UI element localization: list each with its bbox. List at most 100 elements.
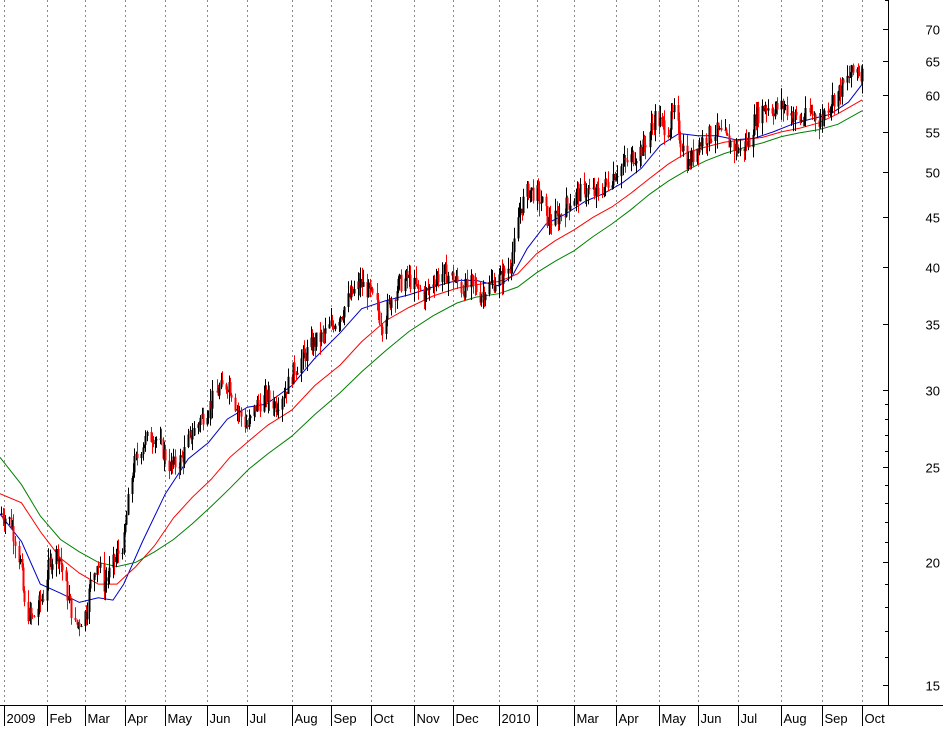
price-bar-body bbox=[51, 564, 54, 570]
price-bar-body bbox=[761, 105, 764, 124]
price-bar-body bbox=[640, 146, 643, 156]
price-bar-body bbox=[132, 472, 135, 479]
vertical-gridlines bbox=[4, 0, 863, 705]
price-bar-body bbox=[31, 615, 34, 617]
price-bar bbox=[601, 183, 604, 199]
price-bar-body bbox=[745, 141, 748, 146]
price-bar-body bbox=[42, 599, 45, 601]
x-tick-label: Jul bbox=[250, 711, 267, 726]
price-bar-body bbox=[342, 317, 345, 319]
price-bar bbox=[488, 275, 491, 297]
price-bar-body bbox=[207, 414, 210, 419]
price-bar-body bbox=[493, 280, 496, 292]
price-bar-body bbox=[33, 616, 36, 618]
price-bar-body bbox=[229, 382, 232, 395]
price-bar bbox=[339, 315, 342, 331]
price-bar bbox=[240, 407, 243, 427]
price-bar-body bbox=[456, 276, 459, 282]
price-bar bbox=[850, 64, 853, 88]
price-bar-body bbox=[579, 183, 582, 202]
price-bar bbox=[273, 397, 276, 417]
price-bar bbox=[549, 205, 552, 234]
price-bar-body bbox=[842, 79, 845, 83]
price-bar bbox=[275, 395, 278, 417]
price-bar-body bbox=[121, 552, 124, 554]
price-bar-body bbox=[8, 517, 11, 519]
price-bar bbox=[133, 448, 136, 478]
price-bar bbox=[643, 134, 646, 153]
price-bar-body bbox=[18, 546, 21, 563]
price-bar bbox=[296, 366, 299, 375]
price-bar-body bbox=[503, 268, 506, 274]
price-bar bbox=[353, 280, 356, 297]
price-bar-body bbox=[673, 105, 676, 113]
price-bar bbox=[127, 487, 130, 516]
price-bar bbox=[229, 377, 232, 396]
price-bar bbox=[573, 198, 576, 206]
x-tick-label: Dec bbox=[456, 711, 480, 726]
price-bar-body bbox=[538, 188, 541, 204]
price-bar bbox=[690, 147, 693, 170]
price-bar-body bbox=[277, 409, 280, 411]
price-bar bbox=[786, 96, 789, 121]
y-tick-label: 65 bbox=[926, 55, 940, 70]
price-bar bbox=[66, 572, 69, 610]
price-bar bbox=[287, 368, 290, 394]
price-bar-body bbox=[21, 559, 24, 568]
price-bar bbox=[31, 613, 34, 619]
price-bar bbox=[626, 148, 629, 167]
price-bar bbox=[369, 278, 372, 298]
price-bar-body bbox=[612, 173, 615, 186]
price-bar-body bbox=[397, 278, 400, 292]
price-bar-body bbox=[632, 151, 635, 164]
price-bar-body bbox=[80, 626, 83, 628]
price-bar bbox=[795, 106, 798, 120]
price-bar-body bbox=[679, 140, 682, 148]
price-bar-body bbox=[152, 442, 155, 444]
price-bar-body bbox=[804, 108, 807, 121]
price-bar bbox=[588, 178, 591, 190]
price-bar bbox=[265, 385, 268, 408]
price-bar bbox=[14, 536, 17, 559]
price-bar bbox=[649, 130, 652, 154]
price-bar-body bbox=[187, 434, 190, 447]
price-bar bbox=[792, 106, 795, 132]
price-bar bbox=[78, 619, 81, 637]
y-tick-label: 35 bbox=[926, 318, 940, 333]
price-bar bbox=[155, 436, 158, 448]
price-bar-body bbox=[517, 217, 520, 239]
price-bar bbox=[745, 129, 748, 151]
price-bar-body bbox=[837, 91, 840, 107]
price-bar-body bbox=[362, 282, 365, 287]
price-bar-body bbox=[320, 332, 323, 342]
price-bar-body bbox=[573, 200, 576, 206]
price-bar bbox=[780, 88, 783, 120]
price-bar-body bbox=[850, 65, 853, 77]
price-bar bbox=[94, 572, 97, 577]
price-bar bbox=[359, 267, 362, 298]
price-bar bbox=[351, 286, 354, 296]
price-bar-body bbox=[226, 389, 229, 393]
price-bar-body bbox=[782, 100, 785, 109]
price-bar-body bbox=[780, 100, 783, 110]
price-bar-body bbox=[841, 79, 844, 97]
price-bar bbox=[283, 387, 286, 407]
price-bar bbox=[706, 143, 709, 156]
price-bar-body bbox=[127, 494, 130, 515]
price-bar-body bbox=[452, 272, 455, 283]
x-tick-label: Sep bbox=[334, 711, 357, 726]
price-bar bbox=[530, 187, 533, 202]
price-bar bbox=[783, 100, 786, 114]
price-bar bbox=[513, 227, 516, 264]
price-bar bbox=[428, 284, 431, 301]
price-bar-body bbox=[601, 194, 604, 196]
price-bar-body bbox=[833, 95, 836, 107]
price-bar bbox=[673, 98, 676, 120]
price-bar bbox=[678, 112, 681, 144]
price-bar-body bbox=[154, 439, 157, 444]
price-bar-body bbox=[733, 141, 736, 151]
price-bar-body bbox=[839, 85, 842, 97]
price-bar-body bbox=[398, 274, 401, 279]
price-bar-body bbox=[720, 128, 723, 131]
price-bar bbox=[238, 405, 241, 422]
